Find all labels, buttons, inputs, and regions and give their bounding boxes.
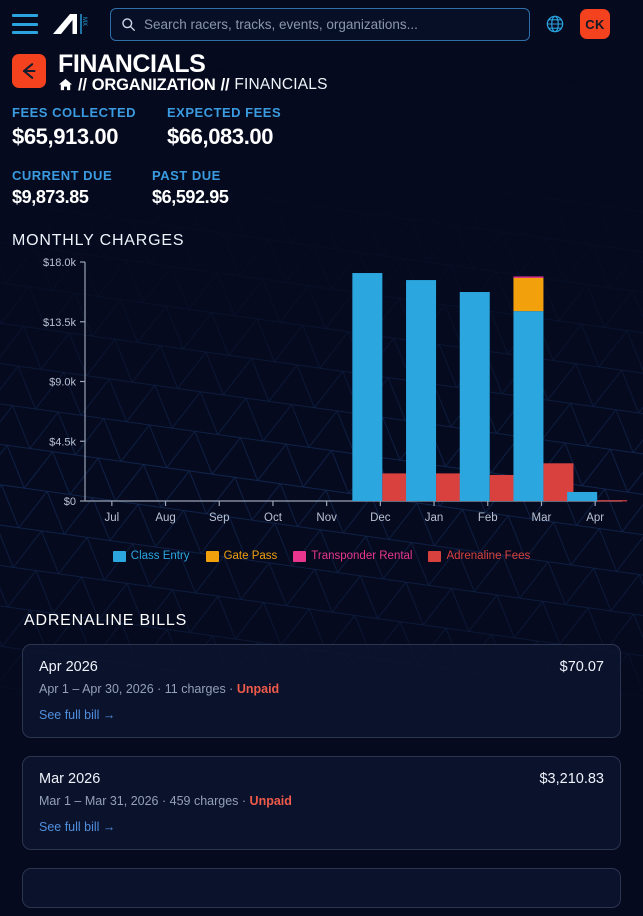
breadcrumb-organization[interactable]: ORGANIZATION <box>91 75 216 94</box>
stat-value: $9,873.85 <box>12 187 89 207</box>
see-full-bill-link[interactable]: See full bill → <box>39 820 116 834</box>
hamburger-icon[interactable] <box>12 14 38 34</box>
bill-amount: $70.07 <box>559 659 604 675</box>
page-header: FINANCIALS // ORGANIZATION // FINANCIALS <box>0 48 643 93</box>
search-input[interactable] <box>144 16 519 32</box>
bill-charge-count: 11 charges <box>164 682 226 696</box>
search-bar[interactable] <box>110 7 530 41</box>
stat-label: CURRENT DUE <box>12 168 113 183</box>
chart-bar-segment[interactable] <box>597 500 628 502</box>
legend-label: Adrenaline Fees <box>446 550 531 562</box>
bill-charge-count: 459 charges <box>169 794 239 808</box>
legend-item-adrenaline-fees[interactable]: Adrenaline Fees <box>428 550 530 562</box>
stat-value: $66,083.00 <box>167 124 274 149</box>
chart-bar-segment[interactable] <box>513 311 544 501</box>
search-icon <box>122 17 136 31</box>
chart-legend: Class Entry Gate Pass Transponder Rental Ad… <box>0 550 643 562</box>
y-axis-tick-label: $0 <box>64 496 76 508</box>
y-axis-tick-label: $13.5k <box>43 317 77 329</box>
x-axis-tick-label: Mar <box>532 512 552 524</box>
bill-date-range: Apr 1 – Apr 30, 2026 <box>39 682 154 696</box>
back-button[interactable] <box>12 54 46 88</box>
stat-label: PAST DUE <box>152 168 221 183</box>
bill-month: Mar 2026 <box>39 771 101 787</box>
monthly-charges-heading: MONTHLY CHARGES <box>12 232 185 249</box>
y-axis-tick-label: $4.5k <box>49 436 76 448</box>
x-axis-tick-label: Oct <box>264 512 283 524</box>
app-logo[interactable]: MX <box>50 11 92 37</box>
bill-amount: $3,210.83 <box>539 771 604 787</box>
x-axis-tick-label: Nov <box>316 512 337 524</box>
globe-icon[interactable] <box>542 11 568 37</box>
legend-label: Transponder Rental <box>311 550 413 562</box>
y-axis-tick-label: $18.0k <box>43 257 77 269</box>
avatar[interactable]: CK <box>580 9 610 39</box>
page-title: FINANCIALS <box>58 50 206 78</box>
stat-expected-fees: EXPECTED FEES $66,083.00 <box>167 105 281 150</box>
arrow-left-icon <box>22 63 36 79</box>
bill-meta-sep: · <box>225 682 237 696</box>
x-axis-tick-label: Sep <box>209 512 229 524</box>
legend-item-transponder-rental[interactable]: Transponder Rental <box>293 550 412 562</box>
stat-value: $6,592.95 <box>152 187 229 207</box>
legend-swatch <box>428 550 442 562</box>
chart-bar-segment[interactable] <box>513 277 544 312</box>
legend-label: Class Entry <box>130 550 190 562</box>
legend-swatch <box>112 550 126 562</box>
chart-bar-segment[interactable] <box>352 273 383 501</box>
bill-meta-sep: · <box>158 794 170 808</box>
stat-value: $65,913.00 <box>12 124 119 149</box>
stat-current-due: CURRENT DUE $9,873.85 <box>12 168 152 208</box>
status-badge: Unpaid <box>249 794 292 808</box>
bill-meta: Apr 1 – Apr 30, 2026 · 11 charges · Unpa… <box>39 682 604 696</box>
stat-fees-collected: FEES COLLECTED $65,913.00 <box>12 105 167 150</box>
x-axis-tick-label: Aug <box>155 512 175 524</box>
bill-card-header: Apr 2026 $70.07 <box>39 659 604 675</box>
x-axis-tick-label: Feb <box>478 512 498 524</box>
legend-swatch <box>293 550 307 562</box>
stat-past-due: PAST DUE $6,592.95 <box>152 168 229 208</box>
adrenaline-bills-section: ADRENALINE BILLS Apr 2026 $70.07 Apr 1 – A… <box>0 562 643 908</box>
stat-label: FEES COLLECTED <box>12 105 137 120</box>
bill-card[interactable] <box>22 868 621 908</box>
bill-date-range: Mar 1 – Mar 31, 2026 <box>39 794 159 808</box>
svg-text:MX: MX <box>81 17 87 26</box>
bill-meta: Mar 1 – Mar 31, 2026 · 459 charges · Unp… <box>39 794 604 808</box>
chart-bar-segment[interactable] <box>567 491 598 501</box>
chart-bar-segment[interactable] <box>513 276 544 278</box>
see-full-bill-link[interactable]: See full bill → <box>39 708 116 722</box>
legend-swatch <box>205 550 219 562</box>
bill-card[interactable]: Apr 2026 $70.07 Apr 1 – Apr 30, 2026 · 11 … <box>22 644 621 738</box>
adrenaline-bills-heading: ADRENALINE BILLS <box>24 612 188 629</box>
breadcrumb-current: FINANCIALS <box>234 76 328 93</box>
bill-meta-sep: · <box>238 794 250 808</box>
legend-item-class-entry[interactable]: Class Entry <box>112 550 190 562</box>
breadcrumb: // ORGANIZATION // FINANCIALS <box>58 75 328 94</box>
financial-summary: FEES COLLECTED $65,913.00 EXPECTED FEES … <box>0 93 643 208</box>
chart-bar-segment[interactable] <box>459 292 490 501</box>
top-bar: MX CK <box>0 0 643 48</box>
x-axis-tick-label: Apr <box>586 512 604 524</box>
x-axis-tick-label: Jul <box>104 512 119 524</box>
stat-label: EXPECTED FEES <box>167 105 282 120</box>
legend-item-gate-pass[interactable]: Gate Pass <box>205 550 278 562</box>
breadcrumb-sep-2: // <box>220 75 230 94</box>
x-axis-tick-label: Jan <box>425 512 444 524</box>
bill-meta-sep: · <box>153 682 165 696</box>
monthly-charges-chart[interactable]: $0 $4.5k $9.0k $13.5k $18.0k Jul Aug Sep Oct Nov D… <box>8 254 635 554</box>
status-badge: Unpaid <box>236 682 280 696</box>
breadcrumb-sep-1: // <box>78 75 87 94</box>
chart-bar-segment[interactable] <box>406 280 437 501</box>
home-icon[interactable] <box>58 77 73 92</box>
bill-card[interactable]: Mar 2026 $3,210.83 Mar 1 – Mar 31, 2026 · … <box>22 756 621 850</box>
y-axis-tick-label: $9.0k <box>49 377 76 389</box>
bill-month: Apr 2026 <box>39 659 98 675</box>
x-axis-tick-label: Dec <box>370 512 391 524</box>
bill-card-header: Mar 2026 $3,210.83 <box>39 771 604 787</box>
legend-label: Gate Pass <box>223 550 278 562</box>
bill-list: Apr 2026 $70.07 Apr 1 – Apr 30, 2026 · 11 … <box>0 644 643 908</box>
